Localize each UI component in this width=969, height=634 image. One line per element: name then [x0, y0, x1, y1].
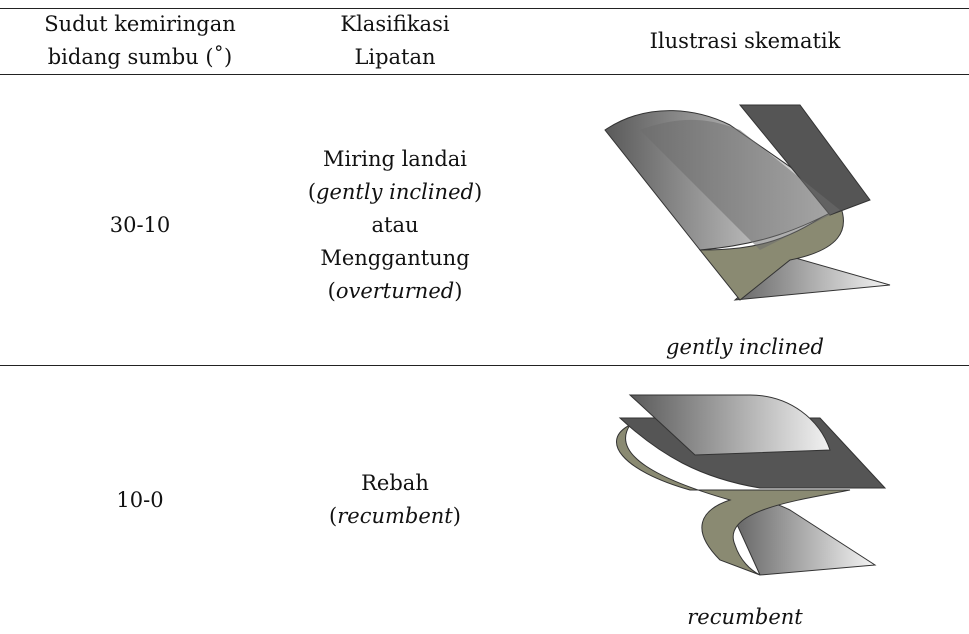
text: Lipatan [354, 45, 436, 69]
angle-cell: 30-10 [109, 213, 171, 237]
text: ) [454, 278, 463, 303]
classification-cell: Miring landai (gently inclined) atau Mengga… [245, 143, 545, 308]
text: ) [473, 179, 483, 204]
header-cell: Ilustrasi skematik [595, 25, 895, 58]
cell-line: atau [245, 209, 545, 242]
cell-line: (overturned) [245, 275, 545, 308]
text: Sudut kemiringan [44, 12, 236, 36]
text: Menggantung [320, 245, 470, 270]
cell-line: Rebah [245, 467, 545, 500]
text: ) [452, 504, 461, 528]
cell-line: Sudut kemiringan [0, 8, 290, 41]
cell-line: Menggantung [245, 242, 545, 275]
top-rule [0, 8, 969, 9]
text: overturned [335, 278, 455, 303]
text: recumbent [337, 504, 453, 528]
cell-line: (recumbent) [245, 500, 545, 533]
text: ( [329, 504, 338, 528]
row-rule [0, 365, 969, 366]
caption: gently inclined [666, 335, 824, 359]
text: Miring landai [322, 146, 468, 171]
header-cell: Sudut kemiringan bidang sumbu (˚) [0, 8, 290, 74]
recumbent-figure [616, 394, 887, 576]
angle-cell: 10-0 [116, 488, 164, 512]
cell-line: Klasifikasi [245, 8, 545, 41]
classification-cell: Rebah (recumbent) [245, 467, 545, 533]
text: gently inclined [316, 179, 474, 204]
cell-line: bidang sumbu (˚) [0, 41, 290, 74]
text: ( [327, 278, 336, 303]
cell-line: Miring landai [245, 143, 545, 176]
cell-line: Ilustrasi skematik [595, 25, 895, 58]
gently-inclined-figure [604, 104, 891, 301]
cell-line: (gently inclined) [245, 176, 545, 209]
header-cell: Klasifikasi Lipatan [245, 8, 545, 74]
text: Rebah [361, 471, 429, 495]
text: ( [307, 179, 317, 204]
caption: recumbent [687, 605, 803, 629]
text: Klasifikasi [340, 12, 450, 36]
header-rule [0, 74, 969, 75]
text: Ilustrasi skematik [649, 28, 841, 53]
text: atau [371, 212, 419, 237]
text: bidang sumbu (˚) [47, 45, 233, 69]
cell-line: Lipatan [245, 41, 545, 74]
